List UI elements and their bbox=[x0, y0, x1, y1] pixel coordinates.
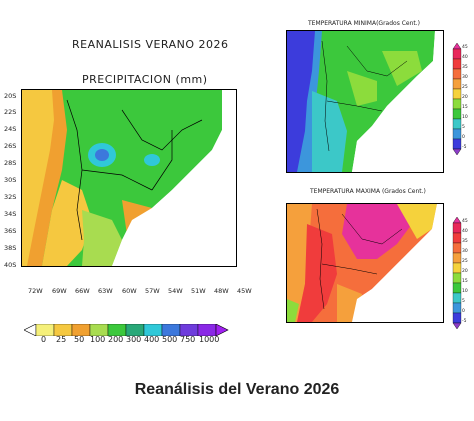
tmax-map-title: TEMPERATURA MAXIMA (Grados Cent.) bbox=[310, 188, 426, 195]
lon-66w: 66W bbox=[75, 287, 90, 295]
lon-72w: 72W bbox=[28, 287, 43, 295]
tmin-colorbar-labels: 45 40 35 30 25 20 15 10 5 0 -5 bbox=[462, 45, 474, 161]
cb-label-0: 0 bbox=[41, 335, 47, 344]
cb-label-50: 50 bbox=[74, 335, 85, 344]
lat-38s: 38S bbox=[4, 244, 17, 252]
tmax-cb-35: 35 bbox=[462, 239, 468, 244]
tmin-colorbar-graphic bbox=[452, 42, 462, 156]
precipitation-colorbar-labels: 0 25 50 100 200 300 400 500 750 1000 bbox=[24, 335, 254, 345]
tmax-colorbar bbox=[452, 216, 462, 333]
tmin-map-graphic bbox=[287, 31, 443, 172]
tmax-cb-30: 30 bbox=[462, 249, 468, 254]
tmin-cb-45: 45 bbox=[462, 45, 468, 50]
tmax-map-graphic bbox=[287, 204, 443, 322]
lon-51w: 51W bbox=[191, 287, 206, 295]
tmax-colorbar-graphic bbox=[452, 216, 462, 330]
tmax-cb-15: 15 bbox=[462, 279, 468, 284]
lat-32s: 32S bbox=[4, 193, 17, 201]
tmin-map-title: TEMPERATURA MINIMA(Grados Cent.) bbox=[308, 20, 421, 27]
tmin-cb-10: 10 bbox=[462, 115, 468, 120]
lon-60w: 60W bbox=[122, 287, 137, 295]
tmin-cb-5: 5 bbox=[462, 125, 465, 130]
tmin-cb-40: 40 bbox=[462, 55, 468, 60]
tmin-map bbox=[286, 30, 444, 173]
tmax-cb-10: 10 bbox=[462, 289, 468, 294]
lon-48w: 48W bbox=[214, 287, 229, 295]
lat-28s: 28S bbox=[4, 159, 17, 167]
caption: Reanálisis del Verano 2026 bbox=[134, 381, 340, 398]
tmax-cb-20: 20 bbox=[462, 269, 468, 274]
lon-63w: 63W bbox=[98, 287, 113, 295]
precipitation-map-graphic bbox=[22, 90, 236, 266]
precipitation-map-title: PRECIPITACION (mm) bbox=[82, 73, 208, 86]
tmin-cb-30: 30 bbox=[462, 75, 468, 80]
lon-54w: 54W bbox=[168, 287, 183, 295]
tmin-colorbar bbox=[452, 42, 462, 159]
cb-label-25: 25 bbox=[56, 335, 67, 344]
tmin-cb-0: 0 bbox=[462, 135, 465, 140]
lat-34s: 34S bbox=[4, 210, 17, 218]
cb-label-100: 100 bbox=[90, 335, 106, 344]
lat-26s: 26S bbox=[4, 142, 17, 150]
tmax-cb-0: 0 bbox=[462, 309, 465, 314]
lat-24s: 24S bbox=[4, 125, 17, 133]
lat-30s: 30S bbox=[4, 176, 17, 184]
tmax-map bbox=[286, 203, 444, 323]
tmin-cb-minus5: -5 bbox=[462, 145, 467, 150]
precipitation-colorbar bbox=[23, 321, 236, 337]
lat-22s: 22S bbox=[4, 108, 17, 116]
tmax-cb-40: 40 bbox=[462, 229, 468, 234]
lon-45w: 45W bbox=[237, 287, 252, 295]
precipitation-map bbox=[21, 89, 237, 267]
tmax-cb-minus5: -5 bbox=[462, 319, 467, 324]
tmax-colorbar-labels: 45 40 35 30 25 20 15 10 5 0 -5 bbox=[462, 219, 474, 335]
cb-label-300: 300 bbox=[126, 335, 142, 344]
cb-label-750: 750 bbox=[180, 335, 196, 344]
cb-label-500: 500 bbox=[162, 335, 178, 344]
tmin-cb-15: 15 bbox=[462, 105, 468, 110]
precip-lat-labels: 20S 22S 24S 26S 28S 30S 32S 34S 36S 38S … bbox=[4, 92, 20, 270]
tmax-cb-45: 45 bbox=[462, 219, 468, 224]
lat-20s: 20S bbox=[4, 92, 17, 100]
tmin-cb-25: 25 bbox=[462, 85, 468, 90]
precip-lon-labels: 72W 69W 66W 63W 60W 57W 54W 51W 48W 45W bbox=[28, 287, 252, 297]
reanalysis-title: REANALISIS VERANO 2026 bbox=[72, 38, 229, 51]
lon-57w: 57W bbox=[145, 287, 160, 295]
cb-label-1000: 1000 bbox=[199, 335, 220, 344]
cb-label-400: 400 bbox=[144, 335, 160, 344]
lon-69w: 69W bbox=[52, 287, 67, 295]
tmax-cb-25: 25 bbox=[462, 259, 468, 264]
tmax-cb-5: 5 bbox=[462, 299, 465, 304]
lat-40s: 40S bbox=[4, 261, 17, 269]
lat-36s: 36S bbox=[4, 227, 17, 235]
tmin-cb-20: 20 bbox=[462, 95, 468, 100]
tmin-cb-35: 35 bbox=[462, 65, 468, 70]
cb-label-200: 200 bbox=[108, 335, 124, 344]
